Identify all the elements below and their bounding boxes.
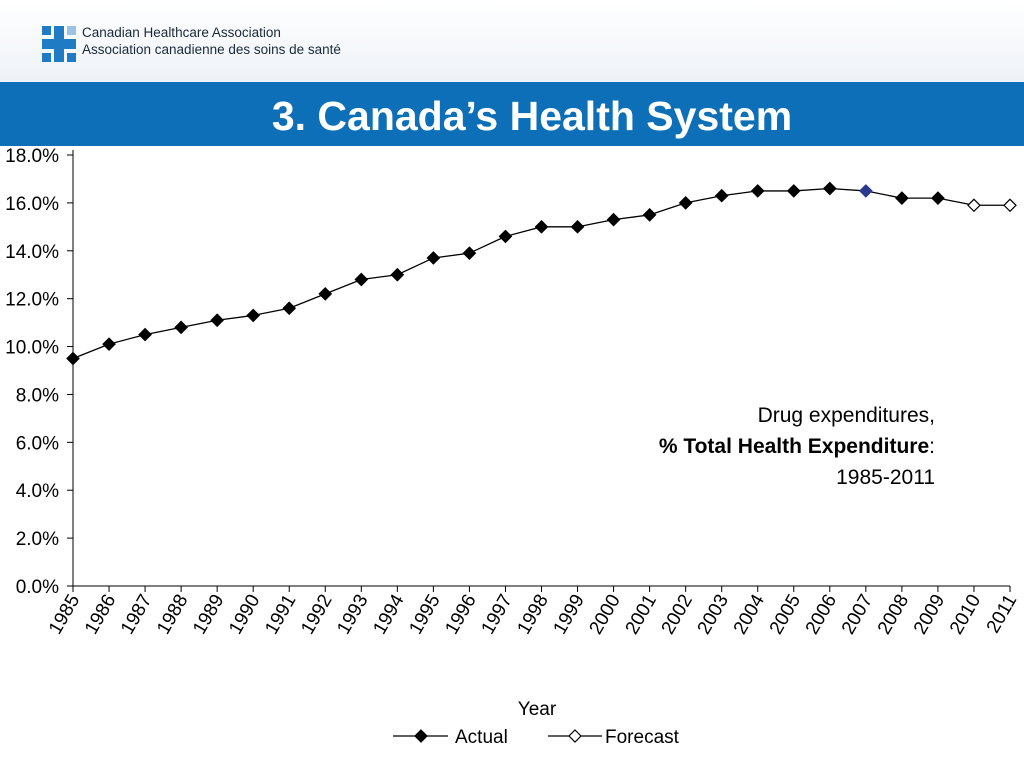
x-tick-label: 1987	[117, 591, 156, 638]
x-tick-label: 2002	[658, 591, 697, 638]
cha-logo-icon	[42, 26, 76, 62]
legend-actual-label: Actual	[455, 727, 508, 748]
y-tick-label: 8.0%	[16, 385, 59, 406]
data-point-actual	[642, 208, 657, 222]
x-tick-label: 1985	[45, 591, 84, 638]
data-point-actual	[750, 184, 765, 198]
data-point-actual	[246, 308, 261, 323]
y-tick-label: 10.0%	[5, 338, 59, 359]
x-tick-label: 1986	[81, 591, 120, 638]
x-tick-label: 2004	[730, 591, 770, 638]
organization-name: Canadian Healthcare Association Associat…	[82, 24, 341, 58]
x-tick-label: 1995	[405, 591, 444, 638]
data-point-actual	[174, 320, 188, 335]
y-tick-label: 12.0%	[5, 290, 59, 311]
x-tick-label: 2006	[802, 591, 841, 638]
x-tick-label: 2011	[983, 591, 1022, 637]
data-point-actual	[678, 196, 693, 210]
x-axis-title: Year	[518, 699, 557, 720]
data-point-actual	[822, 181, 837, 196]
data-point-actual	[498, 229, 513, 244]
x-tick-label: 1989	[189, 591, 228, 638]
x-tick-label: 2000	[586, 591, 625, 638]
x-tick-label: 1992	[297, 591, 336, 638]
data-point-forecast	[1003, 198, 1017, 213]
legend-forecast-label: Forecast	[605, 727, 680, 748]
annotation-line-3: 1985-2011	[836, 466, 935, 489]
x-tick-label: 1997	[477, 591, 516, 638]
legend-forecast-marker	[568, 729, 582, 743]
org-name-en: Canadian Healthcare Association	[82, 25, 281, 40]
data-point-actual	[534, 219, 549, 234]
x-tick-label: 1998	[514, 591, 553, 638]
data-point-actual	[606, 212, 621, 227]
x-tick-label: 1990	[225, 591, 264, 638]
data-point-actual	[570, 219, 585, 234]
x-tick-label: 1994	[369, 591, 409, 638]
data-point-actual	[66, 351, 80, 366]
x-tick-label: 1999	[550, 591, 589, 638]
data-point-actual	[390, 267, 405, 282]
data-point-forecast	[967, 198, 981, 213]
legend-actual-marker	[414, 729, 428, 743]
annotation-line-2-suffix: :	[929, 435, 935, 458]
y-tick-label: 16.0%	[5, 194, 59, 215]
title-bar	[0, 82, 1024, 146]
x-tick-label: 2008	[874, 591, 913, 638]
data-point-highlight	[858, 184, 873, 198]
chart-annotation: Drug expenditures, % Total Health Expend…	[659, 400, 935, 493]
data-point-actual	[895, 191, 909, 205]
x-tick-label: 2005	[766, 591, 805, 638]
data-point-actual	[282, 301, 297, 316]
x-tick-label: 2003	[694, 591, 733, 638]
x-tick-label: 2009	[910, 591, 949, 638]
y-tick-label: 4.0%	[16, 481, 59, 502]
data-point-actual	[462, 246, 477, 261]
y-tick-label: 14.0%	[5, 242, 59, 263]
data-point-actual	[786, 184, 801, 198]
header-band	[0, 0, 1024, 82]
data-point-actual	[931, 191, 945, 205]
x-tick-label: 2010	[946, 591, 985, 638]
data-point-actual	[714, 188, 729, 203]
y-tick-label: 6.0%	[16, 433, 59, 454]
y-tick-label: 2.0%	[16, 529, 59, 550]
org-name-fr: Association canadienne des soins de sant…	[82, 42, 341, 57]
data-point-actual	[426, 251, 441, 265]
annotation-line-1: Drug expenditures,	[757, 404, 935, 427]
x-tick-label: 1988	[153, 591, 192, 638]
slide-title: 3. Canada’s Health System	[271, 93, 793, 139]
y-tick-label: 0.0%	[16, 577, 59, 598]
annotation-line-2: % Total Health Expenditure	[658, 435, 930, 458]
x-tick-label: 1991	[261, 591, 300, 638]
x-tick-label: 2001	[622, 591, 661, 638]
series-line	[72, 187, 1010, 360]
x-tick-label: 1993	[333, 591, 372, 638]
data-point-actual	[102, 337, 116, 352]
x-tick-label: 2007	[838, 591, 877, 638]
data-point-actual	[138, 327, 152, 342]
y-tick-label: 18.0%	[5, 146, 59, 167]
x-tick-label: 1996	[441, 591, 480, 638]
data-point-actual	[210, 313, 225, 328]
data-point-actual	[354, 272, 369, 287]
data-point-actual	[318, 287, 333, 301]
